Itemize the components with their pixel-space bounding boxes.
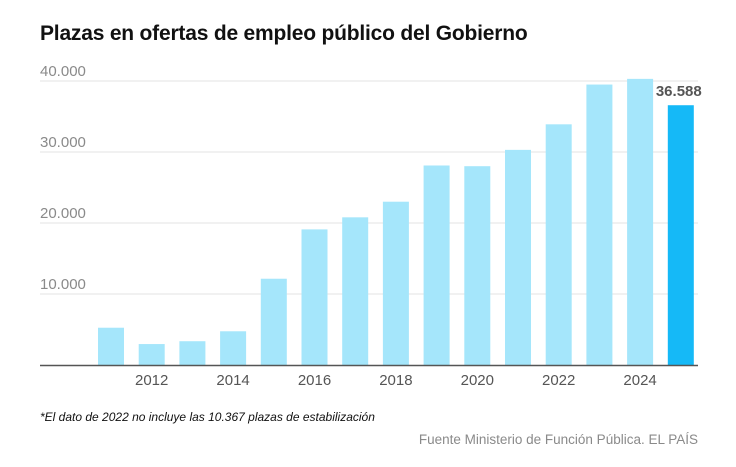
x-tick-label: 2020 (461, 372, 494, 389)
data-labels: 36.588 (656, 83, 702, 100)
bar-2013 (179, 341, 206, 365)
source-credit: Fuente Ministerio de Función Pública. EL… (418, 432, 698, 447)
bar-2016 (301, 229, 328, 365)
chart-title: Plazas en ofertas de empleo público del … (40, 22, 528, 45)
x-tick-label: 2018 (379, 372, 412, 389)
bar-2011 (98, 327, 124, 365)
bar-2024 (627, 78, 654, 366)
x-tick-label: 2014 (216, 372, 249, 389)
bar-2015 (260, 278, 287, 365)
bar-2025 (667, 105, 694, 366)
bar-2022 (545, 124, 572, 365)
y-tick-label: 30.000 (40, 134, 86, 151)
x-tick-labels: 2012 2014 2016 2018 2020 2022 2024 (135, 372, 657, 389)
bars (98, 78, 694, 366)
footnote: *El dato de 2022 no incluye las 10.367 p… (40, 410, 375, 424)
bar-2021 (505, 149, 531, 365)
y-tick-label: 40.000 (40, 63, 86, 80)
bar-2023 (586, 84, 613, 366)
y-tick-label: 10.000 (40, 276, 86, 293)
x-tick-label: 2022 (542, 372, 575, 389)
bar-2014 (220, 331, 247, 365)
data-label-highlight: 36.588 (656, 83, 702, 100)
bar-2020 (464, 166, 491, 365)
y-tick-label: 20.000 (40, 205, 86, 222)
y-tick-labels: 10.000 20.000 30.000 40.000 (40, 63, 86, 293)
bar-2017 (342, 217, 369, 365)
x-tick-label: 2012 (135, 372, 168, 389)
x-tick-label: 2016 (298, 372, 331, 389)
bar-2012 (138, 344, 165, 365)
x-tick-label: 2024 (623, 372, 656, 389)
bar-2019 (423, 165, 450, 365)
bar-2018 (382, 201, 409, 365)
